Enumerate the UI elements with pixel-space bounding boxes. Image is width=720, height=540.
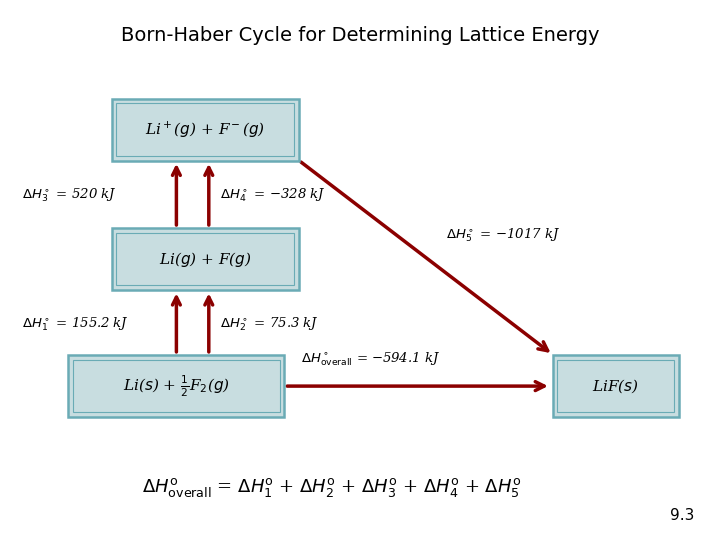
Text: $\Delta H^\circ_3$ = 520 kJ: $\Delta H^\circ_3$ = 520 kJ <box>22 187 116 204</box>
Text: $\Delta H^\circ_4$ = −328 kJ: $\Delta H^\circ_4$ = −328 kJ <box>220 187 325 204</box>
Text: 9.3: 9.3 <box>670 508 695 523</box>
Text: $\Delta H^\circ_5$ = −1017 kJ: $\Delta H^\circ_5$ = −1017 kJ <box>446 226 561 244</box>
Text: LiF($s$): LiF($s$) <box>592 377 639 395</box>
FancyBboxPatch shape <box>553 355 678 417</box>
Text: $\Delta H^\circ_2$ = 75.3 kJ: $\Delta H^\circ_2$ = 75.3 kJ <box>220 315 318 333</box>
FancyBboxPatch shape <box>112 98 299 160</box>
FancyBboxPatch shape <box>68 355 284 417</box>
Text: $\Delta H^\circ_1$ = 155.2 kJ: $\Delta H^\circ_1$ = 155.2 kJ <box>22 315 128 333</box>
Text: $\Delta H^\circ_{\rm overall}$ = −594.1 kJ: $\Delta H^\circ_{\rm overall}$ = −594.1 … <box>301 351 441 368</box>
Text: $\Delta H^{\rm o}_{\rm overall}$ = $\Delta H^{\rm o}_1$ + $\Delta H^{\rm o}_2$ +: $\Delta H^{\rm o}_{\rm overall}$ = $\Del… <box>142 477 521 500</box>
FancyBboxPatch shape <box>112 228 299 291</box>
Text: Born-Haber Cycle for Determining Lattice Energy: Born-Haber Cycle for Determining Lattice… <box>121 25 599 45</box>
Text: Li($g$) + F($g$): Li($g$) + F($g$) <box>159 249 251 269</box>
Text: Li($s$) + $\frac{1}{2}$F$_2$($g$): Li($s$) + $\frac{1}{2}$F$_2$($g$) <box>123 373 230 399</box>
Text: Li$^+$($g$) + F$^-$($g$): Li$^+$($g$) + F$^-$($g$) <box>145 119 265 140</box>
